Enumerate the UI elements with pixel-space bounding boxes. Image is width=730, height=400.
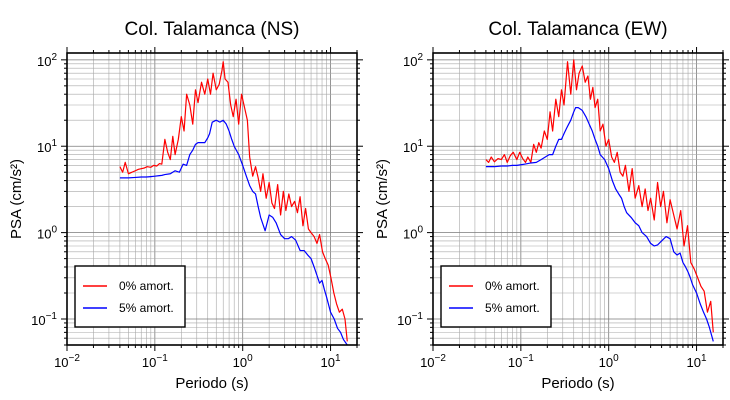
legend-label-5-amort: 5% amort.: [485, 301, 540, 315]
series-line-5-amort: [119, 119, 348, 345]
x-tick-label: 10−2: [420, 353, 446, 370]
x-tick-label: 100: [233, 353, 253, 370]
series-line-0-amort: [119, 61, 348, 342]
panel-1: 10−2 10−1 100 101 10−1 100 101 102 Col. Talamanc…: [8, 19, 363, 392]
chart-title: Col. Talamanca (EW): [488, 19, 667, 40]
series-group: [485, 59, 714, 342]
legend-box: [440, 265, 552, 328]
legend-label-0-amort: 0% amort.: [485, 279, 540, 293]
x-axis-label: Periodo (s): [541, 375, 614, 392]
y-tick-label: 100: [37, 225, 57, 242]
plot-frame: [66, 52, 358, 346]
x-tick-label: 101: [321, 353, 341, 370]
y-tick-label: 10−1: [397, 311, 423, 328]
series-group: [119, 61, 348, 345]
x-tick-label: 10−2: [54, 353, 80, 370]
legend-box: [74, 265, 186, 328]
x-tick-label: 100: [599, 353, 619, 370]
x-axis-label: Periodo (s): [175, 375, 248, 392]
legend: 0% amort. 5% amort.: [440, 265, 552, 328]
x-tick-label: 10−1: [142, 353, 168, 370]
panel-2: 10−2 10−1 100 101 10−1 100 101 102 Col. Talamanc…: [374, 19, 729, 392]
y-tick-label: 102: [37, 52, 57, 69]
plot-frame: [432, 52, 724, 346]
legend: 0% amort. 5% amort.: [74, 265, 186, 328]
y-tick-label: 100: [403, 225, 423, 242]
series-line-0-amort: [485, 59, 714, 333]
legend-label-5-amort: 5% amort.: [119, 301, 174, 315]
y-tick-label: 10−1: [31, 311, 57, 328]
chart-title: Col. Talamanca (NS): [125, 19, 300, 40]
legend-label-0-amort: 0% amort.: [119, 279, 174, 293]
y-tick-label: 101: [37, 138, 57, 155]
y-tick-label: 101: [403, 138, 423, 155]
x-tick-label: 101: [687, 353, 707, 370]
x-tick-label: 10−1: [508, 353, 534, 370]
y-axis-label: PSA (cm/s²): [374, 159, 391, 239]
y-tick-label: 102: [403, 52, 423, 69]
y-axis-label: PSA (cm/s²): [8, 159, 25, 239]
series-line-5-amort: [485, 106, 714, 342]
